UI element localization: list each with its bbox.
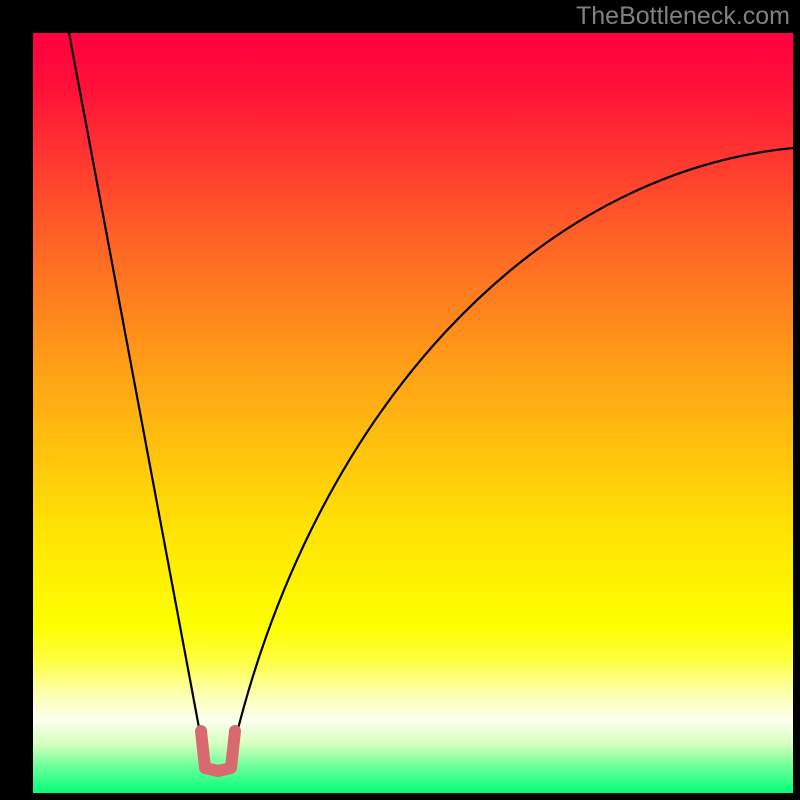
watermark-text: TheBottleneck.com — [576, 2, 790, 31]
plot-svg — [33, 33, 793, 793]
gradient-background — [33, 33, 793, 793]
plot-area — [33, 33, 793, 793]
